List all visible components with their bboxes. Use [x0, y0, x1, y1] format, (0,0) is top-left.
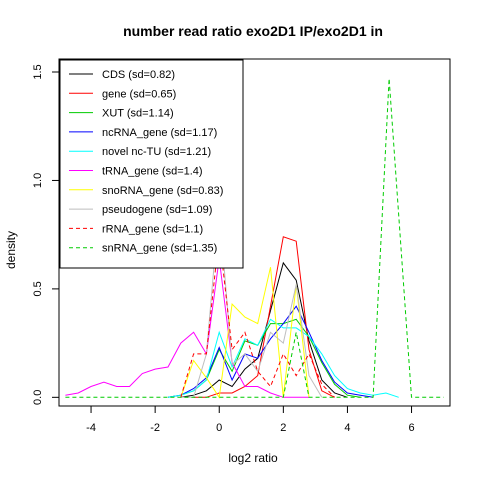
- legend-label: XUT (sd=1.14): [102, 108, 174, 120]
- x-tick-label: 6: [408, 422, 414, 434]
- series-layer: [65, 78, 444, 399]
- legend-label: CDS (sd=0.82): [102, 69, 175, 81]
- x-tick-label: 2: [280, 422, 286, 434]
- series-line-8: [180, 206, 323, 398]
- y-tick-label: 1.5: [32, 64, 44, 79]
- y-tick-label: 0.0: [32, 390, 44, 405]
- series-line-7: [180, 267, 310, 399]
- series-line-10: [65, 78, 444, 398]
- x-tick-label: -2: [150, 422, 160, 434]
- plot-area: [58, 58, 451, 407]
- legend-label: rRNA_gene (sd=1.1): [102, 223, 203, 235]
- legend-label: snoRNA_gene (sd=0.83): [102, 185, 223, 197]
- x-tick-label: 0: [216, 422, 222, 434]
- legend-box: [59, 59, 244, 269]
- legend-label: tRNA_gene (sd=1.4): [102, 166, 203, 178]
- legend-label: gene (sd=0.65): [102, 88, 176, 100]
- x-tick-label: 4: [344, 422, 350, 434]
- plot-frame: [58, 58, 451, 407]
- series-line-4: [167, 305, 374, 398]
- x-axis-label: log2 ratio: [228, 451, 278, 465]
- legend-label: snRNA_gene (sd=1.35): [102, 243, 217, 255]
- legend-label: pseudogene (sd=1.09): [102, 204, 212, 216]
- y-axis: 0.0 0.5 1.0 1.5: [32, 64, 59, 405]
- y-axis-label: density: [4, 231, 18, 269]
- chart-title: number read ratio exo2D1 IP/exo2D1 in: [123, 23, 383, 39]
- y-tick-label: 0.5: [32, 281, 44, 296]
- y-tick-label: 1.0: [32, 173, 44, 188]
- series-line-9: [180, 234, 335, 398]
- series-line-6: [65, 258, 309, 398]
- series-line-5: [167, 318, 399, 398]
- legend: CDS (sd=0.82) gene (sd=0.65) XUT (sd=1.14)…: [59, 59, 244, 269]
- x-axis: -4 -2 0 2 4 6: [86, 406, 415, 434]
- legend-label: ncRNA_gene (sd=1.17): [102, 127, 217, 139]
- x-tick-label: -4: [86, 422, 96, 434]
- legend-label: novel nc-TU (sd=1.21): [102, 146, 211, 158]
